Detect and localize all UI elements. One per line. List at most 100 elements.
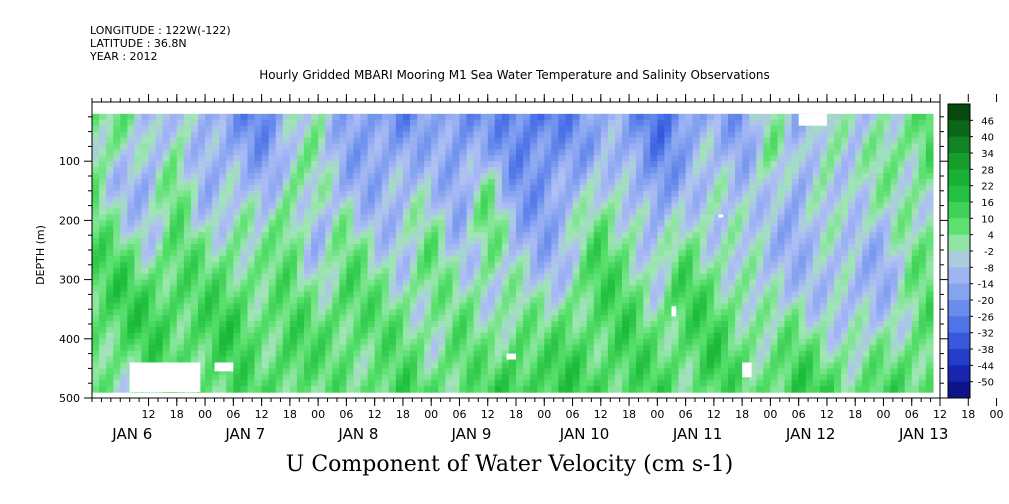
heatmap-cell (452, 173, 461, 180)
heatmap-cell (501, 261, 510, 269)
heatmap-cell (728, 279, 736, 287)
heatmap-cell (353, 326, 362, 334)
heatmap-cell (226, 309, 234, 316)
heatmap-cell (671, 149, 680, 156)
heatmap-cell (325, 321, 333, 328)
heatmap-cell (593, 208, 602, 216)
heatmap-cell (487, 184, 496, 192)
heatmap-cell (678, 113, 687, 121)
heatmap-cell (770, 380, 779, 387)
heatmap-cell (629, 244, 637, 251)
heatmap-cell (325, 119, 333, 127)
heatmap-cell (452, 338, 461, 346)
heatmap-cell (438, 113, 446, 121)
heatmap-cell (671, 173, 680, 180)
heatmap-cell (756, 338, 764, 346)
heatmap-cell (367, 297, 376, 304)
heatmap-cell (622, 184, 630, 192)
heatmap-cell (819, 368, 828, 375)
heatmap-cell (770, 261, 779, 269)
heatmap-cell (381, 244, 390, 251)
heatmap-cell (445, 226, 453, 233)
heatmap-cell (819, 143, 828, 150)
heatmap-cell (318, 238, 326, 245)
heatmap-cell (402, 155, 411, 162)
heatmap-cell (438, 332, 446, 340)
heatmap-cell (756, 220, 764, 227)
heatmap-cell (247, 273, 256, 281)
heatmap-cell (508, 309, 517, 316)
heatmap-cell (445, 386, 453, 393)
heatmap-cell (438, 232, 446, 239)
heatmap-cell (664, 220, 673, 227)
heatmap-cell (332, 356, 340, 364)
heatmap-cell (155, 173, 164, 180)
heatmap-cell (742, 250, 750, 257)
heatmap-cell (360, 184, 369, 192)
heatmap-cell (756, 143, 764, 150)
heatmap-cell (275, 190, 284, 198)
heatmap-cell (212, 143, 220, 150)
heatmap-cell (212, 338, 220, 346)
heatmap-cell (763, 344, 771, 352)
heatmap-cell (706, 368, 715, 375)
heatmap-cell (410, 309, 418, 316)
heatmap-cell (756, 178, 764, 186)
heatmap-cell (190, 178, 199, 186)
heatmap-cell (473, 196, 482, 204)
heatmap-cell (367, 238, 376, 245)
heatmap-cell (452, 113, 461, 121)
heatmap-cell (692, 279, 701, 287)
heatmap-cell (127, 232, 135, 239)
heatmap-cell (190, 226, 199, 233)
heatmap-cell (190, 161, 199, 168)
heatmap-cell (452, 350, 461, 358)
heatmap-cell (155, 279, 164, 287)
heatmap-cell (176, 297, 185, 304)
heatmap-cell (282, 279, 291, 287)
heatmap-cell (629, 149, 637, 156)
heatmap-cell (120, 309, 128, 316)
heatmap-cell (190, 184, 199, 192)
heatmap-cell (120, 273, 128, 281)
heatmap-cell (636, 315, 644, 322)
heatmap-cell (205, 161, 213, 168)
heatmap-cell (176, 125, 185, 133)
heatmap-cell (261, 244, 270, 251)
heatmap-cell (798, 267, 807, 275)
heatmap-cell (176, 303, 185, 310)
heatmap-cell (311, 303, 319, 310)
heatmap-cell (784, 167, 793, 174)
heatmap-cell (523, 137, 531, 145)
heatmap-cell (749, 131, 757, 139)
heatmap-cell (332, 326, 340, 334)
heatmap-cell (190, 267, 199, 275)
heatmap-cell (784, 131, 793, 139)
heatmap-cell (805, 208, 814, 216)
heatmap-cell (629, 184, 637, 192)
heatmap-cell (763, 291, 771, 298)
heatmap-cell (699, 374, 708, 381)
heatmap-cell (713, 297, 722, 304)
heatmap-cell (544, 232, 552, 239)
heatmap-cell (219, 214, 227, 221)
heatmap-cell (261, 143, 270, 150)
heatmap-cell (699, 332, 708, 340)
heatmap-cell (508, 167, 517, 174)
heatmap-cell (459, 309, 468, 316)
heatmap-cell (516, 202, 524, 210)
heatmap-cell (289, 232, 298, 239)
heatmap-cell (219, 326, 227, 334)
heatmap-cell (134, 184, 143, 192)
heatmap-cell (770, 332, 779, 340)
heatmap-cell (720, 125, 729, 133)
heatmap-cell (304, 232, 312, 239)
heatmap-cell (304, 137, 312, 145)
heatmap-cell (657, 303, 665, 310)
heatmap-cell (699, 161, 708, 168)
heatmap-cell (487, 143, 496, 150)
heatmap-cell (296, 326, 305, 334)
heatmap-cell (713, 208, 722, 216)
heatmap-cell (791, 178, 800, 186)
heatmap-cell (650, 362, 658, 369)
